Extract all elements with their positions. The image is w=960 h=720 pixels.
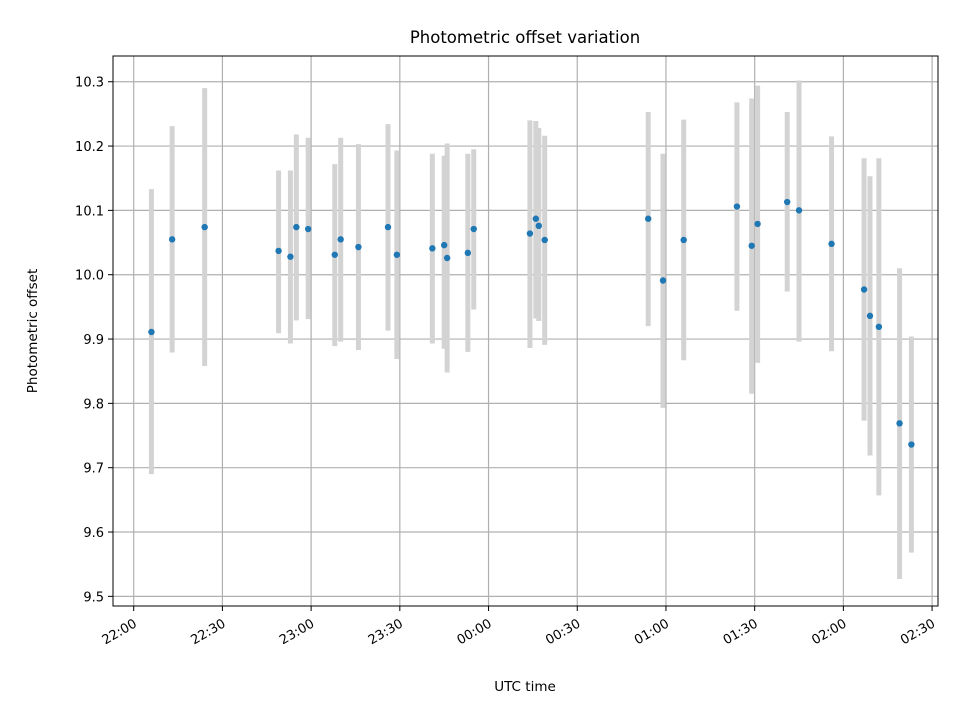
data-point xyxy=(680,236,687,244)
data-point xyxy=(535,222,543,230)
data-point xyxy=(532,215,540,222)
data-point xyxy=(464,249,472,257)
data-point xyxy=(429,245,436,252)
data-point xyxy=(337,236,344,243)
chart-title: Photometric offset variation xyxy=(410,28,640,47)
x-tick-label: 02:00 xyxy=(809,616,849,648)
data-point xyxy=(443,254,451,262)
data-point xyxy=(866,312,874,320)
y-axis-label: Photometric offset xyxy=(25,269,41,393)
data-point xyxy=(384,223,392,231)
data-point xyxy=(795,207,803,214)
x-axis-label: UTC time xyxy=(494,679,556,695)
data-point xyxy=(860,286,868,293)
x-tick-label: 22:00 xyxy=(100,616,140,648)
data-point xyxy=(526,230,534,237)
data-points xyxy=(148,198,915,448)
x-tick-label: 02:30 xyxy=(898,616,938,648)
data-point xyxy=(168,236,176,243)
data-point xyxy=(645,215,652,222)
data-point xyxy=(331,251,338,258)
y-tick-label: 10.2 xyxy=(75,140,104,155)
y-tick-label: 9.5 xyxy=(83,590,104,605)
data-point xyxy=(393,251,401,258)
x-tick-label: 01:00 xyxy=(632,616,672,648)
y-tick-label: 9.9 xyxy=(83,333,104,348)
data-point xyxy=(287,253,294,260)
data-point xyxy=(304,225,312,233)
y-tick-label: 10.1 xyxy=(75,204,104,219)
error-bars xyxy=(148,80,914,579)
data-point xyxy=(275,247,282,255)
x-tick-label: 00:00 xyxy=(455,616,495,648)
data-point xyxy=(908,441,915,448)
data-point xyxy=(896,420,903,427)
x-tick-label: 23:30 xyxy=(366,616,406,648)
y-tick-label: 9.6 xyxy=(83,526,104,541)
data-point xyxy=(748,242,755,249)
data-point xyxy=(541,236,548,244)
y-tick-label: 10.3 xyxy=(75,76,104,91)
y-tick-label: 10.0 xyxy=(75,269,104,284)
data-point xyxy=(470,225,477,233)
data-point xyxy=(201,223,208,231)
data-point xyxy=(293,223,300,231)
x-tick-label: 23:00 xyxy=(277,616,317,648)
data-point xyxy=(440,241,448,249)
plot-frame xyxy=(112,55,939,607)
data-point xyxy=(875,323,883,331)
data-point xyxy=(733,203,741,210)
data-point xyxy=(828,240,835,248)
data-point xyxy=(148,328,155,336)
grid xyxy=(113,56,938,606)
x-tick-label: 22:30 xyxy=(188,616,228,648)
y-tick-label: 9.7 xyxy=(83,462,104,477)
x-axis-ticks: 22:00 22:30 23:00 23:30 00:00 00:30 01:00 01:30… xyxy=(100,606,938,648)
x-tick-label: 00:30 xyxy=(543,616,583,648)
y-axis-ticks: 9.5 9.6 9.7 9.8 9.9 10.0 10.1 10.2 10.3 xyxy=(75,76,113,605)
data-point xyxy=(355,243,362,251)
y-tick-label: 9.8 xyxy=(83,397,104,412)
x-tick-label: 01:30 xyxy=(721,616,761,648)
data-point xyxy=(659,277,667,284)
data-point xyxy=(783,198,791,206)
data-point xyxy=(754,220,761,228)
